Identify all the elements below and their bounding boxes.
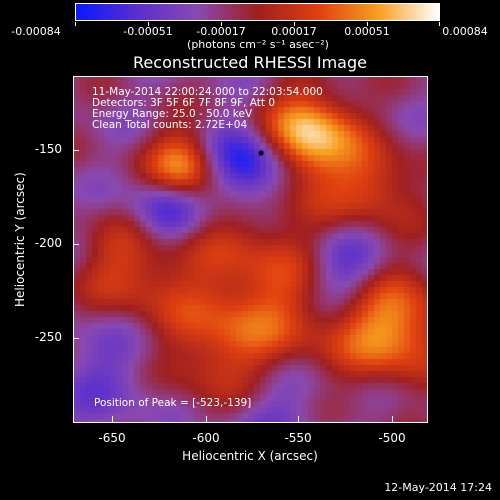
x-tick-label: -500 bbox=[378, 431, 406, 445]
y-tick-label: -250 bbox=[34, 330, 62, 344]
plot-title: Reconstructed RHESSI Image bbox=[133, 53, 367, 72]
x-tick-mark bbox=[392, 416, 393, 422]
x-axis-label: Heliocentric X (arcsec) bbox=[182, 449, 318, 463]
x-tick-label: -650 bbox=[98, 431, 126, 445]
x-tick-mark bbox=[206, 416, 207, 422]
colorbar-label: -0.00084 bbox=[11, 25, 61, 38]
render-timestamp: 12-May-2014 17:24 bbox=[384, 481, 492, 494]
y-axis-label: Heliocentric Y (arcsec) bbox=[13, 172, 27, 307]
info-time-range: 11-May-2014 22:00:24.000 to 22:03:54.000 bbox=[92, 86, 323, 98]
image-plot: 11-May-2014 22:00:24.000 to 22:03:54.000… bbox=[73, 76, 428, 423]
colorbar-units: (photons cm⁻² s⁻¹ asec⁻²) bbox=[187, 38, 329, 51]
colorbar-tick bbox=[439, 22, 440, 26]
colorbar-tick bbox=[221, 22, 222, 26]
colorbar-label: 0.00017 bbox=[271, 25, 317, 38]
colorbar-tick bbox=[294, 22, 295, 26]
colorbar-tick bbox=[367, 22, 368, 26]
colorbar-label: 0.00051 bbox=[344, 25, 390, 38]
colorbar-tick bbox=[148, 22, 149, 26]
peak-position-label: Position of Peak = [-523,-139] bbox=[94, 397, 252, 409]
y-tick-mark bbox=[73, 150, 79, 151]
x-tick-mark bbox=[298, 416, 299, 422]
info-detectors: Detectors: 3F 5F 6F 7F 8F 9F, Att 0 bbox=[92, 97, 276, 109]
info-energy-range: Energy Range: 25.0 - 50.0 keV bbox=[92, 108, 253, 120]
heatmap-image bbox=[74, 77, 427, 422]
x-tick-label: -550 bbox=[284, 431, 312, 445]
y-tick-label: -150 bbox=[34, 142, 62, 156]
x-tick-label: -600 bbox=[192, 431, 220, 445]
colorbar-label: 0.00084 bbox=[442, 25, 488, 38]
colorbar-label: -0.00051 bbox=[123, 25, 173, 38]
colorbar-label: -0.00017 bbox=[196, 25, 246, 38]
info-total-counts: Clean Total counts: 2.72E+04 bbox=[92, 119, 248, 131]
y-tick-mark bbox=[73, 244, 79, 245]
y-tick-mark bbox=[73, 338, 79, 339]
colorbar bbox=[75, 3, 440, 21]
y-tick-label: -200 bbox=[34, 236, 62, 250]
colorbar-tick bbox=[75, 22, 76, 26]
x-tick-mark bbox=[112, 416, 113, 422]
